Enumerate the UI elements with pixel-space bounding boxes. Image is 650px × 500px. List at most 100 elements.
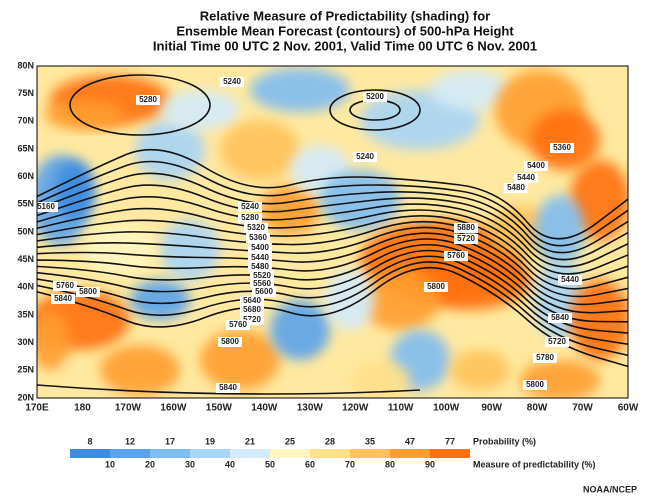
title-line: Relative Measure of Predictability (shad… xyxy=(200,8,490,23)
shading-patch xyxy=(570,280,628,360)
contour-label: 5400 xyxy=(251,243,269,252)
shading-patch xyxy=(160,220,220,280)
contour-line xyxy=(37,261,628,357)
probability-label: 47 xyxy=(405,436,415,446)
contour-label-box xyxy=(252,287,276,297)
measure-label: 50 xyxy=(265,459,275,469)
longitude-label: 110W xyxy=(388,403,414,414)
contour-label-box xyxy=(240,305,264,315)
shading-patch xyxy=(220,120,300,180)
contour-label: 5800 xyxy=(79,287,97,296)
longitude-label: 70W xyxy=(572,403,593,414)
shading-patch xyxy=(100,345,180,395)
contour-label-box xyxy=(353,152,377,162)
probability-label: 28 xyxy=(325,436,335,446)
contour-line xyxy=(37,207,628,275)
contour-label-box xyxy=(136,95,160,105)
contour-line xyxy=(37,267,628,368)
probability-label: 77 xyxy=(445,436,455,446)
measure-label: 10 xyxy=(105,459,115,469)
longitude-label: 170W xyxy=(115,403,142,414)
latitude-label: 25N xyxy=(17,365,34,375)
contour-label-box xyxy=(363,92,387,102)
legend-swatch xyxy=(150,449,190,458)
credit: NOAA/NCEP xyxy=(583,484,637,494)
shading-patch xyxy=(530,110,600,170)
contour-line xyxy=(37,238,628,314)
contour-line xyxy=(329,89,421,131)
latitude-label: 50N xyxy=(17,226,34,236)
shading-patch xyxy=(430,70,510,110)
contour-line xyxy=(37,149,628,240)
contour-label: 5280 xyxy=(241,213,259,222)
contour-label-box xyxy=(454,234,478,244)
probability-label: 35 xyxy=(365,436,375,446)
latitude-label: 75N xyxy=(17,88,34,98)
legend-swatch xyxy=(310,449,350,458)
contour-label: 5880 xyxy=(457,223,475,232)
legend-swatch xyxy=(190,449,230,458)
contour-label-box xyxy=(238,202,262,212)
probability-label: 25 xyxy=(285,436,295,446)
contour-label-box xyxy=(53,281,77,291)
probability-label: 17 xyxy=(165,436,175,446)
longitude-label: 160W xyxy=(160,403,187,414)
contour-label: 5440 xyxy=(517,173,535,182)
contour-label-box xyxy=(444,251,468,261)
contour-label: 5760 xyxy=(229,320,247,329)
contour-label-box xyxy=(34,202,58,212)
legend-swatch xyxy=(350,449,390,458)
contour-label-box xyxy=(226,320,250,330)
contour-label: 5400 xyxy=(527,161,545,170)
legend-swatch xyxy=(230,449,270,458)
contour-line xyxy=(37,384,421,395)
measure-label: 20 xyxy=(145,459,155,469)
longitude-label: 140W xyxy=(251,403,278,414)
contour-label-box xyxy=(533,353,557,363)
measure-label: 40 xyxy=(225,459,235,469)
title-line: Initial Time 00 UTC 2 Nov. 2001, Valid T… xyxy=(153,38,537,53)
contour-label-box xyxy=(51,294,75,304)
longitude-label: 120W xyxy=(342,403,369,414)
longitude-label: 180 xyxy=(74,403,91,414)
contour-label: 5560 xyxy=(253,279,271,288)
probability-title: Probability (%) xyxy=(473,436,536,446)
contour-label-box xyxy=(454,223,478,233)
contour-label: 5360 xyxy=(249,233,267,242)
longitude-label: 170E xyxy=(25,403,49,414)
contour-line xyxy=(37,226,628,298)
contour-label: 5840 xyxy=(54,294,72,303)
title-line: Ensemble Mean Forecast (contours) of 500… xyxy=(176,23,514,38)
contour-label-box xyxy=(240,315,264,325)
probability-label: 19 xyxy=(205,436,215,446)
map-frame xyxy=(36,65,629,399)
contour-line xyxy=(37,172,628,254)
contour-line xyxy=(37,255,628,345)
legend-swatch xyxy=(270,449,310,458)
contour-label-box xyxy=(216,383,240,393)
contour-label: 5440 xyxy=(561,275,579,284)
measure-title: Measure of predictability (%) xyxy=(473,459,596,469)
latitude-label: 70N xyxy=(17,116,34,126)
contour-label-box xyxy=(248,253,272,263)
measure-label: 70 xyxy=(345,459,355,469)
contour-label: 5640 xyxy=(243,296,261,305)
contour-label: 5840 xyxy=(551,313,569,322)
shading-patch xyxy=(45,100,125,130)
contour-label: 5800 xyxy=(526,380,544,389)
contour-label: 5720 xyxy=(548,337,566,346)
contour-line xyxy=(37,196,628,268)
legend-swatch xyxy=(70,449,110,458)
measure-label: 60 xyxy=(305,459,315,469)
longitude-label: 150W xyxy=(206,403,233,414)
latitude-label: 35N xyxy=(17,309,34,319)
latitude-label: 20N xyxy=(17,392,34,402)
contour-label: 5800 xyxy=(221,337,239,346)
longitude-label: 90W xyxy=(481,403,502,414)
latitude-label: 65N xyxy=(17,143,34,153)
height-contours xyxy=(37,74,628,395)
contour-label-box xyxy=(220,77,244,87)
shading-patch xyxy=(350,360,410,398)
contour-label: 5160 xyxy=(37,202,55,211)
